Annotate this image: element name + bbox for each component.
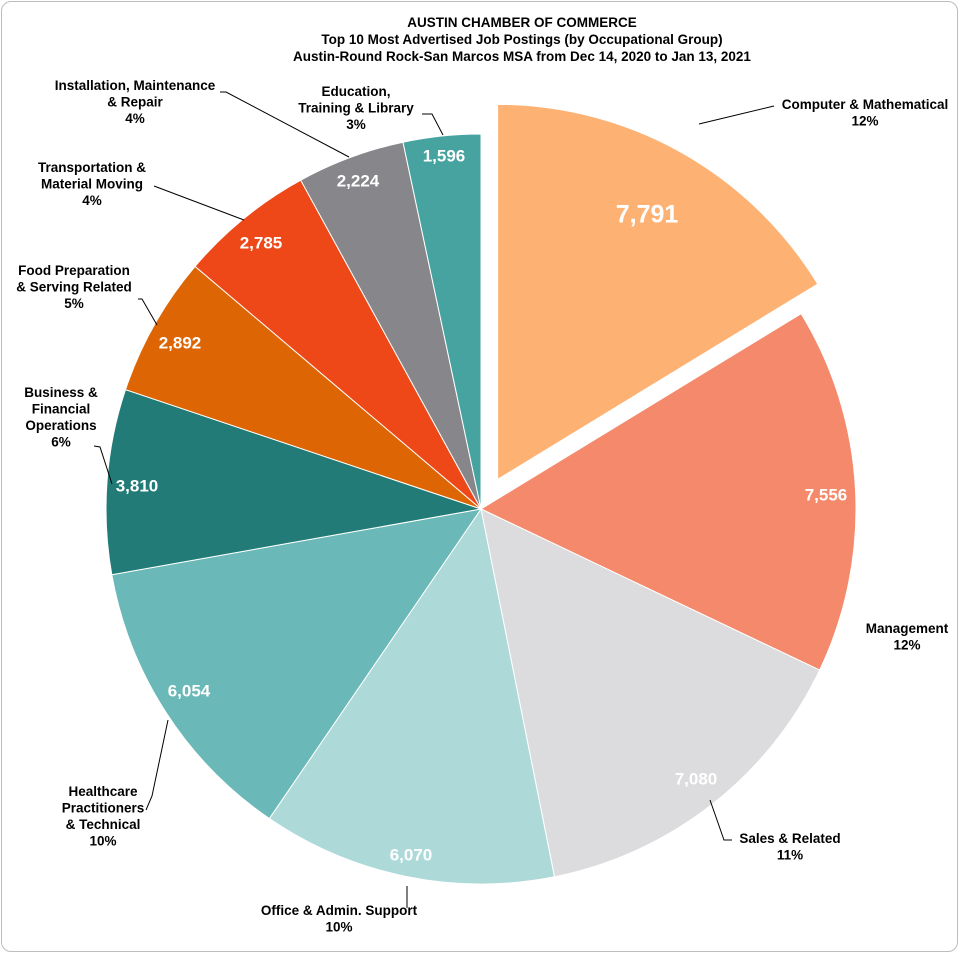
pie-slice bbox=[268, 507, 556, 885]
slice-category-label: Office & Admin. Support 10% bbox=[261, 903, 418, 935]
slice-category-line: Business & bbox=[24, 385, 98, 400]
slice-category-line: Installation, Maintenance bbox=[55, 78, 216, 93]
slice-category-label: Management 12% bbox=[866, 621, 949, 653]
slice-value-label: 7,556 bbox=[805, 485, 848, 504]
pie-slice bbox=[479, 312, 857, 671]
category-labels: Computer & Mathematical 12% Management 12% S… bbox=[16, 78, 949, 935]
slice-percent-label: 6% bbox=[51, 435, 71, 450]
slice-percent-label: 10% bbox=[325, 920, 352, 935]
slice-percent-label: 12% bbox=[851, 114, 878, 129]
slice-percent-label: 11% bbox=[777, 848, 803, 863]
pie-slice bbox=[194, 179, 482, 510]
chart-subtitle: Top 10 Most Advertised Job Postings (by … bbox=[321, 32, 723, 47]
leader-line bbox=[698, 105, 775, 125]
pie-slice bbox=[497, 103, 819, 481]
leader-line bbox=[93, 445, 113, 485]
pie-slice bbox=[105, 388, 482, 576]
slice-category-line: Computer & Mathematical bbox=[782, 97, 949, 112]
slice-category-line: Training & Library bbox=[298, 101, 414, 116]
slice-value-label: 2,892 bbox=[159, 333, 202, 352]
slice-value-label: 2,785 bbox=[240, 233, 283, 252]
slice-category-line: Healthcare bbox=[68, 784, 138, 799]
slice-category-line: Education, bbox=[321, 84, 390, 99]
slice-category-label: Healthcare Practitioners & Technical 10% bbox=[62, 784, 145, 849]
slice-percent-label: 3% bbox=[346, 117, 366, 132]
slice-category-label: Education, Training & Library 3% bbox=[298, 84, 414, 132]
slice-percent-label: 10% bbox=[89, 834, 116, 849]
leader-line bbox=[220, 91, 350, 158]
leader-line bbox=[422, 113, 444, 136]
chart-subtitle-2: Austin-Round Rock-San Marcos MSA from De… bbox=[293, 49, 751, 64]
leader-line bbox=[145, 719, 169, 811]
chart-title: AUSTIN CHAMBER OF COMMERCE bbox=[407, 15, 637, 30]
slice-category-line: Office & Admin. Support bbox=[261, 903, 418, 918]
chart-title-block: AUSTIN CHAMBER OF COMMERCE Top 10 Most A… bbox=[2, 14, 957, 65]
slice-category-line: Sales & Related bbox=[739, 831, 840, 846]
slice-value-label: 3,810 bbox=[116, 476, 159, 495]
slice-value-label: 7,791 bbox=[616, 201, 679, 229]
slice-value-label: 6,070 bbox=[390, 845, 433, 864]
slice-percent-label: 12% bbox=[893, 638, 920, 653]
pie-slice bbox=[124, 265, 482, 510]
pie-slices bbox=[105, 103, 857, 885]
slice-category-label: Computer & Mathematical 12% bbox=[782, 97, 949, 129]
slice-category-label: Food Preparation & Serving Related 5% bbox=[16, 263, 132, 311]
slice-category-label: Transportation & Material Moving 4% bbox=[38, 160, 146, 208]
value-labels: 7,791 7,556 7,080 6,070 6,054 3,810 2,892 2,785… bbox=[116, 146, 848, 864]
slice-percent-label: 4% bbox=[125, 111, 145, 126]
slice-value-label: 1,596 bbox=[423, 146, 466, 165]
slice-category-line: & Repair bbox=[107, 95, 163, 110]
pie-slice bbox=[111, 508, 483, 820]
leader-line bbox=[138, 298, 158, 326]
slice-percent-label: 5% bbox=[64, 296, 84, 311]
leader-line bbox=[709, 799, 732, 841]
slice-category-line: Food Preparation bbox=[18, 263, 130, 278]
slice-category-line: Management bbox=[866, 621, 949, 636]
slice-category-line: Operations bbox=[25, 418, 96, 433]
leader-line bbox=[153, 185, 245, 221]
slice-category-line: Material Moving bbox=[41, 177, 143, 192]
slice-category-label: Installation, Maintenance & Repair 4% bbox=[55, 78, 216, 126]
slice-category-label: Sales & Related 11% bbox=[739, 831, 840, 863]
slice-value-label: 6,054 bbox=[168, 681, 211, 700]
slice-category-line: & Serving Related bbox=[16, 280, 132, 295]
slice-category-line: Transportation & bbox=[38, 160, 146, 175]
slice-category-line: & Technical bbox=[66, 817, 141, 832]
slice-category-label: Business & Financial Operations 6% bbox=[24, 385, 98, 450]
slice-value-label: 7,080 bbox=[675, 769, 718, 788]
pie-slice bbox=[402, 133, 482, 510]
leader-lines bbox=[93, 91, 775, 908]
slice-value-label: 2,224 bbox=[337, 171, 380, 190]
slice-percent-label: 4% bbox=[82, 193, 102, 208]
slice-category-line: Practitioners bbox=[62, 801, 145, 816]
slice-category-line: Financial bbox=[32, 402, 91, 417]
